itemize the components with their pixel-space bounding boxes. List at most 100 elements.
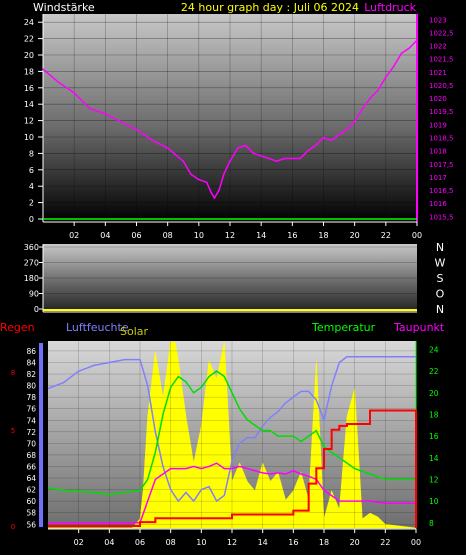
y-right-tick-label: 1019,5 [429,108,454,116]
x-tick-label: 20 [350,538,360,547]
y-tick-label: 58 [26,509,36,518]
y-right-tick-label: 1018 [429,148,447,156]
pressure-point [299,157,301,160]
humidity-axis-bar [39,343,43,527]
rain-label: Regen [0,321,35,334]
pressure-point [120,120,122,123]
header-pressure-label: Luftdruck [364,1,416,14]
temperature-axis-ticks: 8 10 12 14 16 18 20 22 24 [429,345,439,527]
y-tick-label: 20 [24,51,34,60]
y-right-tick-label: 24 [429,345,439,354]
y-tick-label: 56 [26,520,36,529]
pressure-point [244,144,247,147]
pressure-point [182,160,185,162]
rain-line [48,409,417,528]
y-tick-label: 0 [29,215,34,224]
pressure-point [385,76,387,78]
pressure-point [268,157,270,160]
y-tick-label: 6 [29,166,34,175]
y-tick-label: 12 [24,117,34,126]
temperature-label: Temperatur [311,321,376,334]
y-tick-label: 70 [26,439,36,448]
x-tick-label: 16 [288,538,298,547]
x-tick-label: 08 [166,538,176,547]
solar-fill [48,341,417,529]
x-tick-label: 10 [196,538,206,547]
y-tick-label: 360 [24,243,39,252]
x-tick-label: 20 [350,231,360,240]
pressure-point [198,178,200,181]
pressure-point [291,157,294,160]
y-right-tick-label: 1022 [429,43,447,51]
pressure-point [314,144,317,147]
pressure-point [73,92,75,94]
y-tick-label: 86 [26,347,36,356]
y-tick-label: 64 [26,474,36,483]
humidity-label: Luftfeuchte [66,321,129,334]
compass-label: W [435,257,446,270]
y-tick-label: 78 [26,393,36,402]
pressure-point [210,191,213,194]
y-tick-label: 16 [24,84,34,93]
y-right-tick-label: 1017 [429,174,447,182]
x-tick-label: 14 [256,231,266,240]
x-tick-label: 18 [319,538,329,547]
pressure-point [369,97,372,99]
y-right-tick-label: 1020,5 [429,82,454,90]
pressure-point [307,149,309,152]
pressure-point [338,134,340,136]
y-tick-label: 14 [24,100,34,109]
y-right-tick-label: 20 [429,389,439,398]
y-right-tick-label: 18 [429,410,439,419]
x-tick-label: 18 [318,231,328,240]
y-right-tick-label: 1023 [429,16,447,24]
pressure-point [260,155,262,157]
y-tick-label: 10 [24,133,34,142]
rain-tick-label: 0 [11,523,15,531]
y-right-tick-label: 1021,5 [429,56,454,64]
rain-axis-ticks: 0 5 8 [11,369,15,531]
humidity-line [47,355,416,503]
pressure-point [229,160,231,162]
y-right-tick-label: 1016,5 [429,187,454,195]
direction-degree-ticks: 0 90 180 270 360 [24,243,43,314]
y-tick-label: 74 [26,416,36,425]
pressure-point [400,52,403,55]
pressure-line [42,39,418,200]
pressure-point [135,128,138,131]
pressure-point [416,39,418,42]
y-tick-label: 2 [29,199,34,208]
solar-area [48,341,417,529]
y-right-tick-label: 1017,5 [429,161,454,169]
x-tick-label: 02 [74,538,84,547]
compass-label: S [437,272,444,285]
y-right-tick-label: 12 [429,475,439,484]
x-tick-label: 22 [380,538,390,547]
pressure-point [408,47,411,49]
x-tick-label: 22 [381,231,391,240]
y-right-tick-label: 1022,5 [429,29,454,37]
y-right-tick-label: 1018,5 [429,135,454,143]
y-tick-label: 76 [26,405,36,414]
y-tick-label: 80 [26,382,36,391]
y-right-tick-label: 8 [429,519,434,528]
pressure-point [330,139,333,141]
compass-label: N [436,241,444,254]
pressure-point [275,160,278,162]
y-tick-label: 22 [24,35,34,44]
pressure-point [151,139,153,141]
direction-plot-area [43,244,417,312]
pressure-point [218,189,220,191]
pressure-point [57,81,60,84]
y-tick-label: 84 [26,358,36,367]
y-tick-label: 24 [24,18,34,27]
y-tick-label: 60 [26,497,36,506]
x-tick-label: 12 [227,538,237,547]
x-tick-label: 16 [287,231,297,240]
x-tick-label: 14 [258,538,268,547]
x-tick-label: 04 [104,538,114,547]
y-tick-label: 0 [34,305,39,314]
climate-series [47,355,417,528]
